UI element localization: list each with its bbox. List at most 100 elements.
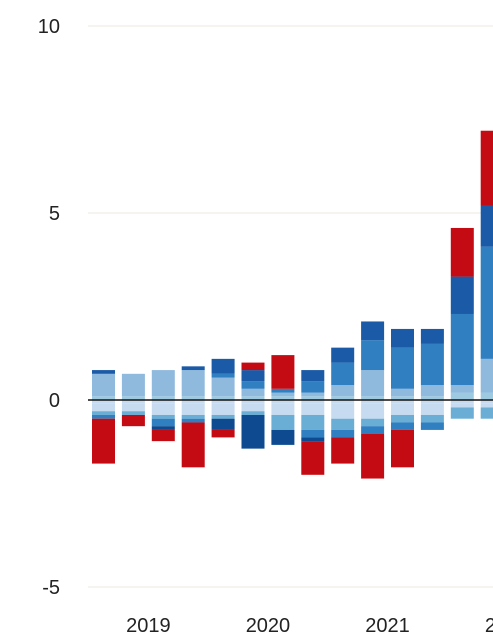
bar-segment [211, 418, 235, 430]
bar-segment [301, 414, 325, 430]
bar-segment [181, 414, 205, 419]
y-axis-tick-labels: -5 0 5 10 [38, 16, 60, 599]
bar-segment [480, 403, 493, 408]
bar-segment [241, 403, 265, 412]
bar-segment [361, 340, 385, 371]
bar-segment [241, 370, 265, 382]
bar-segment [391, 403, 414, 415]
bar-stack-2022-Q2 [480, 130, 493, 419]
bar-segment [271, 400, 295, 404]
bar-segment [391, 347, 414, 389]
bar-segment [331, 418, 355, 430]
bar-stack-2022-Q1 [450, 227, 474, 419]
bar-segment [480, 407, 493, 419]
bar-segment [271, 396, 295, 400]
bar-segment [181, 396, 205, 400]
bar-segment [151, 429, 175, 442]
bar-segment [420, 422, 444, 430]
bar-stack-2021-Q1 [331, 347, 355, 464]
bar-segment [420, 328, 444, 344]
bar-segment [121, 396, 145, 400]
bar-segment [331, 362, 355, 386]
bar-segment [450, 227, 474, 277]
bar-segment [391, 388, 414, 397]
bar-segment [151, 370, 175, 397]
bar-segment [121, 403, 145, 412]
bar-segment [391, 328, 414, 348]
bar-segment [301, 370, 325, 382]
bar-segment [420, 400, 444, 404]
bar-segment [271, 355, 295, 389]
bar-segment [271, 392, 295, 397]
bar-segment [151, 414, 175, 419]
bar-segment [301, 441, 325, 475]
bar-stack-2019-Q2 [121, 373, 145, 427]
bar-segment [331, 429, 355, 438]
bar-segment [391, 400, 414, 404]
bar-segment [271, 414, 295, 430]
bar-segment [301, 437, 325, 442]
bar-segment [391, 414, 414, 423]
x-tick-label-2019: 2019 [126, 615, 171, 637]
bar-segment [420, 396, 444, 400]
bar-segment [450, 392, 474, 400]
grid-layer [88, 25, 493, 588]
bar-segment [361, 321, 385, 341]
bar-segment [420, 414, 444, 423]
bar-segment [361, 403, 385, 419]
bar-segment [361, 426, 385, 434]
bar-segment [121, 414, 145, 427]
bar-segment [92, 373, 115, 397]
y-tick-label: 0 [49, 390, 60, 412]
bar-segment [181, 403, 205, 415]
x-tick-label-2021: 2021 [365, 615, 410, 637]
bar-segment [151, 426, 175, 430]
bar-segment [480, 358, 493, 393]
bar-segment [361, 370, 385, 397]
bar-segment [331, 403, 355, 419]
bar-segment [480, 400, 493, 404]
bar-stack-2019-Q1 [92, 370, 115, 464]
bar-segment [92, 418, 115, 464]
y-tick-label: -5 [42, 577, 60, 599]
bar-segment [92, 400, 115, 404]
x-axis-tick-labels: 2019 2020 2021 2022 [126, 615, 493, 637]
bar-stack-2019-Q3 [151, 370, 175, 442]
bar-segment [420, 403, 444, 415]
y-tick-label: 10 [38, 16, 60, 38]
bar-segment [151, 400, 175, 404]
bar-segment [331, 400, 355, 404]
bar-segment [211, 400, 235, 404]
bar-segment [361, 433, 385, 479]
bar-segment [181, 370, 205, 397]
bar-segment [92, 370, 115, 374]
bar-segment [151, 403, 175, 415]
bar-segment [480, 130, 493, 206]
bar-segment [420, 385, 444, 397]
bar-stack-2020-Q1 [211, 358, 235, 438]
x-tick-label-2022: 2022 [485, 615, 493, 637]
bar-segment [450, 276, 474, 314]
bar-segment [420, 343, 444, 386]
bar-segment [450, 385, 474, 393]
bar-segment [301, 429, 325, 438]
bar-segment [450, 400, 474, 404]
bar-segment [361, 418, 385, 427]
bar-stack-2019-Q4 [181, 366, 205, 468]
bar-segment [450, 313, 474, 386]
bar-segment [361, 400, 385, 404]
bar-segment [301, 400, 325, 404]
bar-segment [301, 403, 325, 415]
bar-segment [241, 396, 265, 400]
bar-segment [211, 358, 235, 374]
bar-stack-2021-Q4 [420, 328, 444, 430]
bar-segment [391, 422, 414, 430]
bar-segment [271, 403, 295, 415]
bar-layer [92, 130, 493, 479]
bar-segment [92, 414, 115, 419]
bar-segment [211, 396, 235, 400]
bar-stack-2020-Q3 [271, 355, 295, 445]
bar-segment [241, 381, 265, 389]
x-tick-label-2020: 2020 [246, 615, 291, 637]
